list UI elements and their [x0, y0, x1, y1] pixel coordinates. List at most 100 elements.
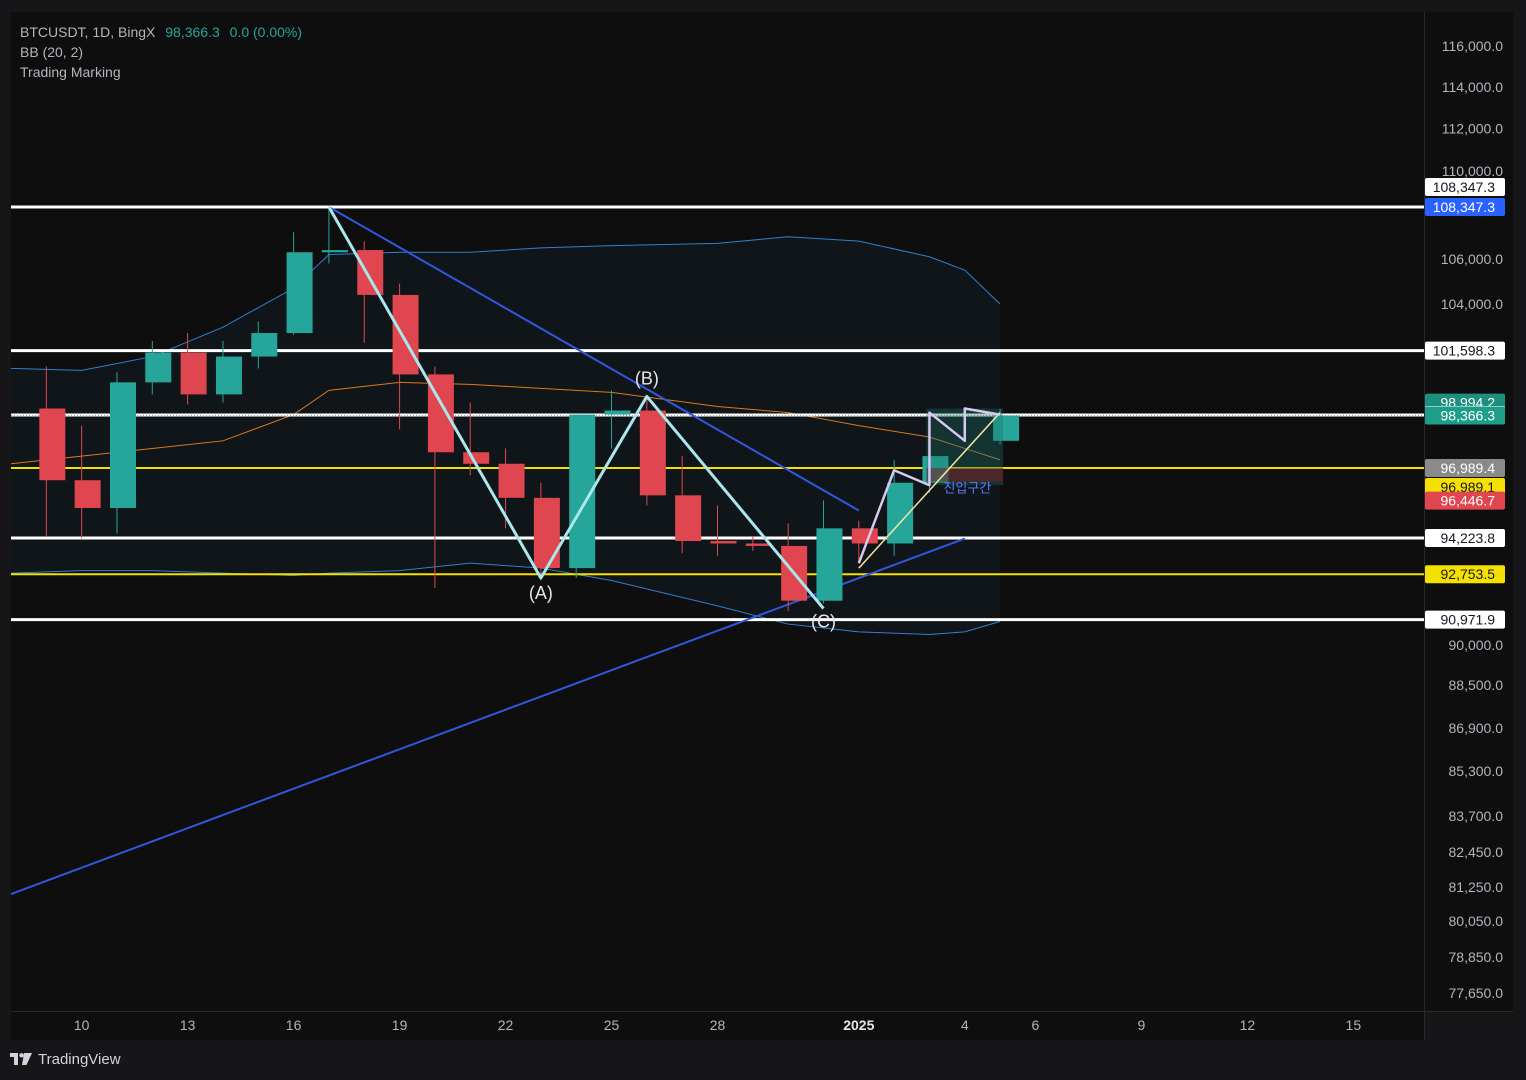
candle [639, 398, 666, 506]
candles [39, 206, 1020, 612]
tradingview-logo-icon [10, 1053, 32, 1065]
legend-symbol-row[interactable]: BTCUSDT, 1D, BingX 98,366.3 0.0 (0.00%) [20, 22, 302, 42]
time-tick-label: 28 [710, 1017, 726, 1033]
time-tick-label: 2025 [843, 1017, 874, 1033]
candle-body [215, 356, 242, 395]
price-tag-label: 108,347.3 [1433, 199, 1495, 215]
candle [604, 390, 631, 449]
candle [569, 414, 596, 579]
legend-price: 98,366.3 [165, 24, 220, 40]
wave-label: (C) [811, 611, 836, 631]
price-tag: 108,347.3 [1425, 197, 1505, 216]
price-tick-label: 80,050.0 [1449, 913, 1504, 929]
price-tag: 90,971.9 [1425, 610, 1505, 629]
time-tick-label: 9 [1138, 1017, 1146, 1033]
candle-body [639, 410, 666, 496]
time-tick-label: 13 [180, 1017, 196, 1033]
candle [286, 232, 313, 335]
price-tick-label: 116,000.0 [1442, 38, 1503, 54]
candle [74, 425, 101, 539]
candle [321, 206, 348, 264]
price-tag: 92,753.5 [1425, 565, 1505, 584]
wave-path [327, 206, 825, 610]
candle-body [109, 382, 136, 508]
candle-body [74, 480, 101, 508]
candle [215, 340, 242, 403]
price-tag: 101,598.3 [1425, 341, 1505, 360]
time-tick-label: 15 [1346, 1017, 1362, 1033]
price-tick-label: 106,000.0 [1441, 251, 1503, 267]
candle [357, 241, 384, 343]
candle [39, 366, 66, 537]
price-tick-label: 86,900.0 [1449, 720, 1504, 736]
candle-body [251, 333, 278, 357]
price-tag: 96,446.7 [1425, 491, 1505, 510]
candle [745, 536, 772, 551]
wave-label: (B) [635, 368, 659, 388]
price-tag-bg [1425, 491, 1505, 510]
price-tag-label: 98,366.3 [1441, 408, 1496, 424]
candle-body [498, 463, 525, 498]
price-tick-label: 90,000.0 [1449, 637, 1504, 653]
price-tag-bg [1425, 565, 1505, 584]
price-tag: 98,366.3 [1425, 406, 1505, 425]
legend-indicator-marking[interactable]: Trading Marking [20, 64, 121, 80]
price-tick-label: 78,850.0 [1449, 949, 1504, 965]
candle-body [180, 352, 207, 395]
time-tick-label: 4 [961, 1017, 969, 1033]
price-tag-bg [1425, 458, 1505, 477]
price-tag-label: 101,598.3 [1433, 343, 1495, 359]
candle-body [321, 250, 348, 253]
price-tick-label: 112,000.0 [1442, 121, 1503, 137]
time-tick-label: 19 [392, 1017, 408, 1033]
price-tick-label: 81,250.0 [1449, 879, 1504, 895]
price-tick-label: 104,000.0 [1441, 296, 1503, 312]
price-tag: 94,223.8 [1425, 529, 1505, 548]
time-axis: 10 13 16 19 22 25 28 2025 4 6 9 12 15 [74, 1017, 1361, 1033]
candle-body [816, 528, 843, 601]
time-tick-label: 12 [1240, 1017, 1256, 1033]
price-tick-label: 85,300.0 [1449, 763, 1504, 779]
candle-body [675, 495, 702, 542]
price-tick-label: 82,450.0 [1449, 844, 1504, 860]
candle [180, 333, 207, 405]
trendline-descending [328, 206, 860, 512]
price-tag-label: 94,223.8 [1441, 530, 1496, 546]
price-tick-label: 77,650.0 [1449, 985, 1504, 1001]
time-tick-label: 16 [286, 1017, 302, 1033]
candle-body [39, 408, 66, 481]
candle-body [463, 452, 490, 464]
price-tag-bg [1425, 529, 1505, 548]
legend-indicator-bb[interactable]: BB (20, 2) [20, 44, 84, 60]
price-tick-label: 83,700.0 [1449, 808, 1504, 824]
price-tick-label: 110,000.0 [1442, 163, 1503, 179]
candle [463, 402, 490, 476]
price-tag: 108,347.3 [1425, 177, 1505, 196]
legend-change: 0.0 (0.00%) [229, 24, 303, 40]
bollinger-basis [11, 381, 1001, 465]
tradingview-brand[interactable]: TradingView [10, 1046, 121, 1072]
price-tag-label: 96,989.4 [1441, 460, 1496, 476]
projection-path [857, 407, 1001, 564]
price-tag-bg [1425, 477, 1505, 496]
price-tick-label: 114,000.0 [1442, 79, 1503, 95]
price-tag-label: 108,347.3 [1433, 179, 1495, 195]
candle [498, 448, 525, 529]
candle-body [145, 352, 172, 383]
candle-body [392, 294, 419, 375]
candle [533, 482, 560, 581]
legend-symbol: BTCUSDT, 1D, BingX [20, 24, 156, 40]
price-tick-label: 88,500.0 [1449, 677, 1504, 693]
candle-body [993, 415, 1020, 441]
chart-legend: BTCUSDT, 1D, BingX 98,366.3 0.0 (0.00%) … [20, 22, 302, 82]
price-tag-label: 96,446.7 [1441, 493, 1496, 509]
price-tag-label: 90,971.9 [1441, 612, 1496, 628]
stop-zone [926, 468, 1004, 482]
price-tag-label: 96,989.1 [1441, 479, 1496, 495]
candle-body [533, 497, 560, 569]
price-tag-bg [1425, 610, 1505, 629]
price-axis-background [1424, 12, 1513, 1011]
price-tag: 96,989.1 [1425, 477, 1505, 496]
